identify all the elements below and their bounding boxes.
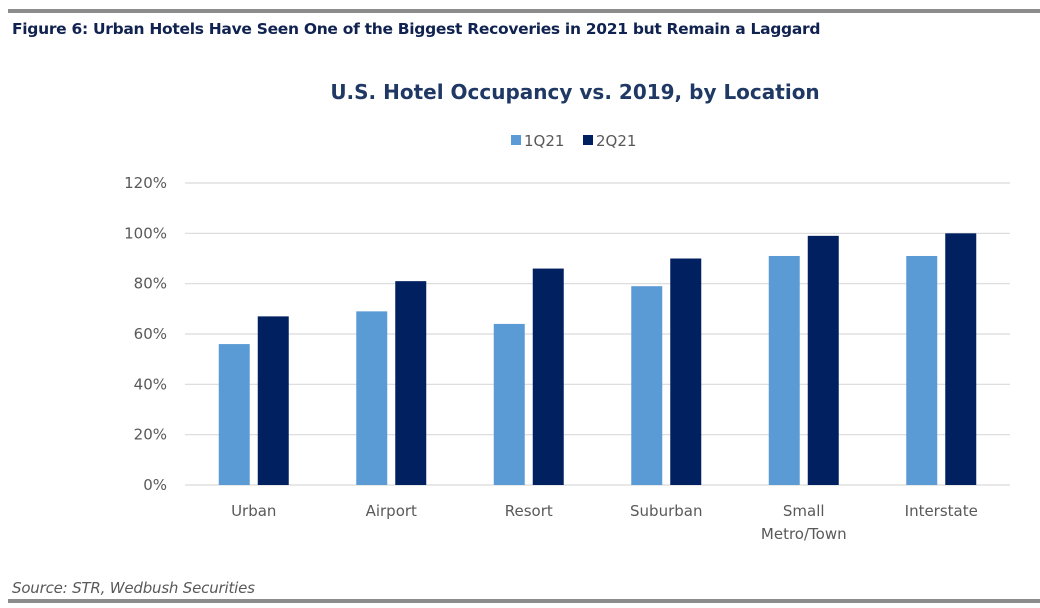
x-axis: Urban Airport Resort Suburban Small Metro/Tow… — [231, 502, 978, 543]
bar-2q21-suburban — [670, 258, 702, 485]
bars — [218, 233, 977, 485]
bar-1q21-small-metro-town — [768, 255, 800, 485]
bar-2q21-small-metro-town — [807, 235, 839, 485]
x-tick-label: Metro/Town — [761, 525, 847, 543]
y-axis: 0% 20% 40% 60% 80% 100% 120% — [124, 174, 167, 494]
x-tick-label: Airport — [366, 502, 417, 520]
y-tick-label: 0% — [143, 476, 167, 494]
bar-1q21-airport — [356, 311, 388, 485]
x-tick-label: Small — [783, 502, 825, 520]
bar-1q21-interstate — [906, 255, 938, 485]
y-tick-label: 100% — [124, 224, 167, 242]
legend-swatch-2q21 — [583, 135, 593, 145]
y-tick-label: 60% — [134, 325, 167, 343]
legend-label-2q21: 2Q21 — [596, 132, 636, 150]
y-tick-label: 80% — [134, 275, 167, 293]
bottom-rule — [8, 599, 1040, 603]
legend: 1Q21 2Q21 — [511, 132, 636, 150]
top-rule — [8, 9, 1040, 13]
bar-1q21-suburban — [631, 286, 663, 485]
bar-2q21-urban — [257, 316, 289, 485]
gridlines — [185, 182, 1010, 486]
bar-2q21-resort — [532, 268, 564, 485]
x-tick-label: Urban — [231, 502, 276, 520]
figure-title: Figure 6: Urban Hotels Have Seen One of … — [12, 20, 821, 38]
y-tick-label: 40% — [134, 375, 167, 393]
y-tick-label: 120% — [124, 174, 167, 192]
x-tick-label: Interstate — [905, 502, 978, 520]
legend-swatch-1q21 — [511, 135, 521, 145]
x-tick-label: Suburban — [630, 502, 702, 520]
chart-title: U.S. Hotel Occupancy vs. 2019, by Locati… — [330, 80, 819, 104]
bar-1q21-resort — [493, 323, 525, 485]
bar-2q21-interstate — [945, 233, 977, 485]
legend-label-1q21: 1Q21 — [524, 132, 564, 150]
x-tick-label: Resort — [505, 502, 553, 520]
bar-2q21-airport — [395, 281, 427, 485]
bar-1q21-urban — [218, 344, 250, 485]
source-note: Source: STR, Wedbush Securities — [12, 579, 255, 597]
y-tick-label: 20% — [134, 426, 167, 444]
